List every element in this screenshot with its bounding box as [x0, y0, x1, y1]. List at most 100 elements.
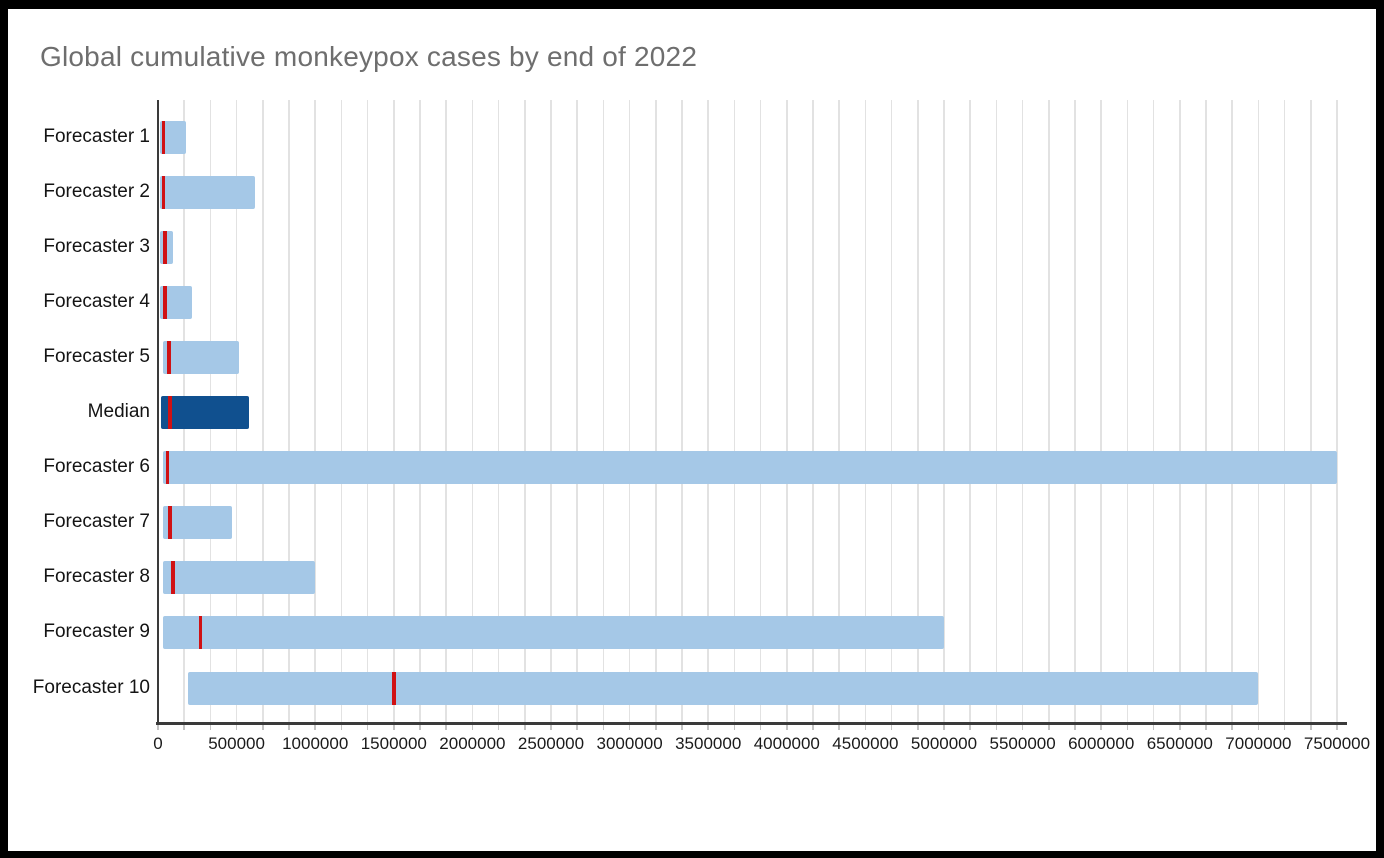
axis-tick-mark	[1231, 724, 1233, 730]
gridline	[733, 100, 736, 722]
range-bar	[162, 505, 232, 539]
axis-tick-mark	[314, 724, 316, 730]
x-axis-tick-label: 4000000	[753, 734, 820, 753]
gridline	[917, 100, 919, 722]
axis-tick-mark	[1205, 724, 1207, 730]
axis-tick-mark	[1336, 724, 1338, 730]
gridline	[890, 100, 893, 722]
point-marker	[161, 120, 166, 154]
axis-tick-mark	[1100, 724, 1102, 730]
x-axis-tick-label: 0	[153, 734, 163, 753]
axis-tick-mark	[340, 724, 343, 730]
axis-tick-mark	[576, 724, 578, 730]
axis-tick-mark	[419, 724, 421, 730]
axis-tick-mark	[917, 724, 919, 730]
x-axis-tick-label: 3500000	[675, 734, 742, 753]
axis-tick-mark	[288, 724, 290, 730]
y-axis-label: Forecaster 8	[43, 566, 150, 587]
range-bar	[160, 175, 255, 209]
point-marker	[168, 505, 172, 539]
x-axis-tick-label: 1000000	[282, 734, 349, 753]
axis-tick-mark	[366, 724, 369, 730]
gridline	[445, 100, 447, 722]
y-axis-label: Median	[87, 401, 150, 422]
axis-tick-mark	[1021, 724, 1024, 730]
range-bar	[162, 560, 316, 594]
gridline	[524, 100, 526, 722]
x-axis-tick-label: 6000000	[1068, 734, 1135, 753]
gridline	[707, 100, 709, 722]
gridline	[1048, 100, 1050, 722]
gridline	[602, 100, 605, 722]
y-axis-line	[157, 100, 159, 722]
gridline	[864, 100, 867, 722]
x-axis-tick-label: 2500000	[517, 734, 585, 753]
gridline	[969, 100, 971, 722]
gridline	[471, 100, 474, 722]
point-marker	[392, 671, 396, 705]
axis-tick-mark	[602, 724, 605, 730]
axis-tick-mark	[995, 724, 998, 730]
y-axis-label: Forecaster 3	[43, 236, 150, 257]
y-axis-label: Forecaster 6	[43, 456, 150, 477]
axis-tick-mark	[890, 724, 893, 730]
axis-tick-mark	[628, 724, 631, 730]
y-axis-label: Forecaster 10	[32, 677, 150, 698]
median-range-bar	[161, 395, 250, 429]
point-marker	[165, 450, 170, 484]
axis-tick-mark	[235, 724, 238, 730]
axis-tick-mark	[1283, 724, 1286, 730]
gridline	[812, 100, 814, 722]
gridline	[366, 100, 369, 722]
y-axis-label: Forecaster 9	[43, 621, 150, 642]
x-axis-tick-label: 7500000	[1303, 734, 1371, 753]
gridline	[393, 100, 395, 722]
axis-tick-mark	[655, 724, 657, 730]
point-marker	[163, 285, 167, 319]
point-marker	[163, 230, 167, 264]
x-axis-tick-label: 3000000	[596, 734, 663, 753]
gridline	[314, 100, 316, 722]
axis-tick-mark	[969, 724, 971, 730]
x-axis-tick-label: 5500000	[989, 734, 1056, 753]
gridline	[1126, 100, 1129, 722]
gridline	[681, 100, 683, 722]
gridline	[943, 100, 945, 722]
range-bar	[162, 615, 944, 649]
point-marker	[198, 615, 203, 649]
x-axis-tick-label: 6500000	[1146, 734, 1213, 753]
gridline	[1021, 100, 1024, 722]
axis-tick-mark	[1152, 724, 1155, 730]
x-axis-tick-label: 4500000	[832, 734, 899, 753]
axis-tick-mark	[864, 724, 867, 730]
point-marker	[167, 340, 171, 374]
range-bar	[162, 340, 239, 374]
x-axis-tick-label: 500000	[208, 734, 265, 753]
gridline	[1231, 100, 1233, 722]
axis-tick-mark	[1074, 724, 1076, 730]
axis-tick-mark	[733, 724, 736, 730]
gridline	[655, 100, 657, 722]
x-axis-tick-label: 7000000	[1225, 734, 1292, 753]
gridline	[759, 100, 762, 722]
gridline	[1074, 100, 1076, 722]
chart-title: Global cumulative monkeypox cases by end…	[40, 41, 698, 72]
axis-tick-mark	[262, 724, 264, 730]
axis-tick-mark	[550, 724, 552, 730]
axis-tick-mark	[707, 724, 709, 730]
gridline	[838, 100, 840, 722]
axis-tick-mark	[445, 724, 447, 730]
axis-tick-mark	[759, 724, 762, 730]
axis-tick-mark	[1048, 724, 1050, 730]
gridline	[786, 100, 788, 722]
gridline	[576, 100, 578, 722]
axis-tick-mark	[524, 724, 526, 730]
axis-tick-mark	[1179, 724, 1181, 730]
gridline	[1336, 100, 1338, 722]
axis-tick-mark	[1310, 724, 1312, 730]
gridline	[995, 100, 998, 722]
gridline	[262, 100, 264, 722]
axis-tick-mark	[786, 724, 788, 730]
gridline	[1100, 100, 1102, 722]
range-bar	[162, 450, 1337, 484]
